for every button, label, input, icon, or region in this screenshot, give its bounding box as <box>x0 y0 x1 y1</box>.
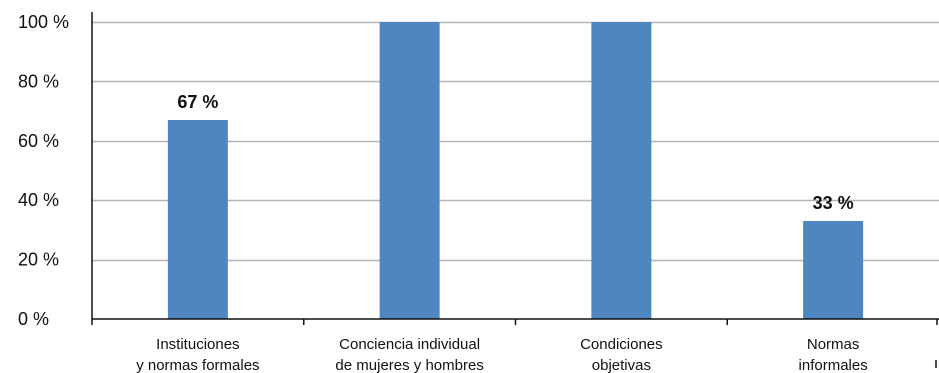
data-label: 67 % <box>177 92 218 112</box>
bar <box>591 22 652 319</box>
data-label: 33 % <box>813 193 854 213</box>
y-tick-label: 20 % <box>18 250 59 270</box>
bar <box>803 220 864 319</box>
y-tick-label: 80 % <box>18 71 59 91</box>
bar <box>167 120 228 319</box>
x-tick-label: Conciencia individual de mujeres y hombre… <box>335 336 483 373</box>
x-tick-label: Instituciones y normas formales <box>136 336 259 373</box>
y-tick-label: 60 % <box>18 131 59 151</box>
y-tick-label: 0 % <box>18 309 49 329</box>
y-tick-label: 100 % <box>18 12 69 32</box>
y-tick-label: 40 % <box>18 190 59 210</box>
bar <box>379 22 440 319</box>
x-tick-label: Normas informales <box>799 336 868 373</box>
x-tick-label: Condiciones objetivas <box>580 336 663 373</box>
